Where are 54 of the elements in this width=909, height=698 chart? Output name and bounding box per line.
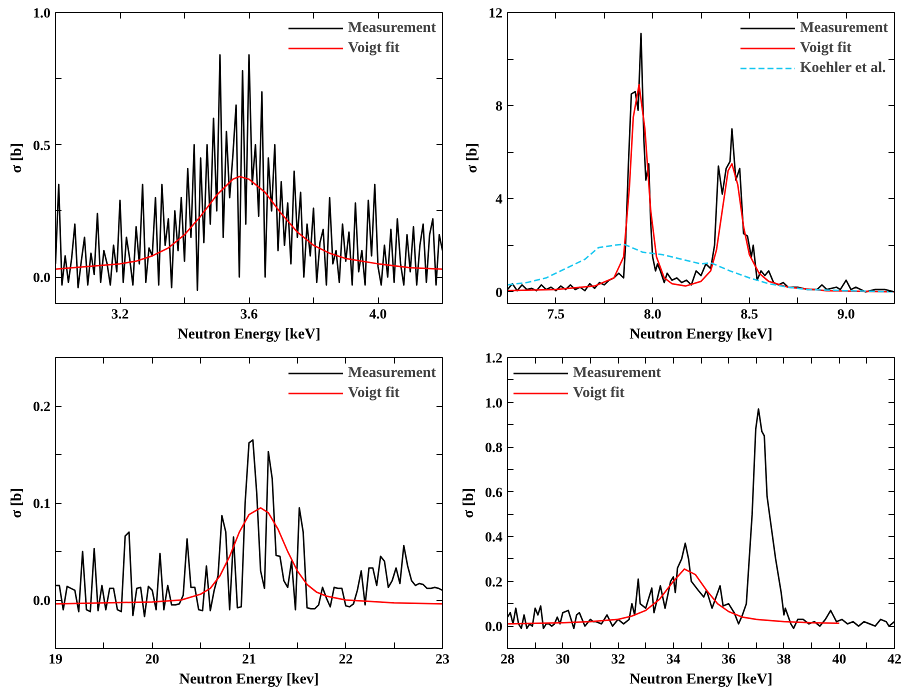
x-tick-label: 9.0 [837, 308, 855, 322]
y-axis-title: σ [b] [464, 142, 480, 174]
x-axis-title: Neutron Energy [keV] [629, 672, 773, 688]
x-axis-title: Neutron Energy [kev] [179, 672, 319, 688]
y-tick-label: 1.0 [33, 6, 50, 22]
y-tick-label: 8 [496, 100, 502, 115]
x-tick-label: 8.5 [740, 308, 758, 322]
y-tick-label: 0.2 [33, 400, 50, 415]
y-tick-label: 0.0 [33, 271, 50, 286]
x-tick-label: 22 [338, 652, 353, 668]
legend-label: Measurement [800, 19, 888, 37]
legend-label: Voigt fit [800, 39, 852, 57]
y-tick-label: 0.1 [33, 497, 50, 512]
y-tick-label: 0.8 [485, 441, 502, 456]
x-axis-title: Neutron Energy [keV] [629, 326, 773, 342]
x-tick-label: 21 [242, 652, 256, 668]
legend-label: Measurement [573, 364, 662, 382]
legend-label: Measurement [348, 364, 436, 382]
y-tick-label: 0.0 [485, 620, 502, 636]
legend-label: Voigt fit [348, 384, 400, 402]
x-tick-label: 32 [611, 652, 626, 668]
x-tick-label: 3.6 [240, 308, 258, 322]
x-tick-label: 4.0 [369, 308, 387, 322]
x-tick-label: 23 [436, 652, 450, 668]
y-tick-label: 4 [496, 192, 502, 208]
x-tick-label: 40 [832, 652, 846, 668]
x-tick-label: 20 [145, 652, 160, 668]
y-tick-label: 1.0 [485, 396, 502, 412]
x-axis-title: Neutron Energy [keV] [177, 326, 321, 342]
y-axis-title: σ [b] [461, 488, 477, 518]
x-tick-label: 36 [722, 652, 736, 668]
y-tick-label: 12 [488, 6, 502, 22]
x-tick-label: 8.0 [644, 308, 662, 322]
y-tick-label: 0.5 [33, 138, 50, 154]
y-axis-title: σ [b] [9, 488, 25, 518]
y-tick-label: 0.0 [33, 594, 50, 609]
x-tick-label: 42 [888, 652, 902, 668]
legend-label: Measurement [348, 19, 436, 37]
legend-label: Voigt fit [573, 384, 625, 402]
legend-label: Voigt fit [348, 39, 400, 57]
y-axis-title: σ [b] [9, 142, 25, 174]
y-tick-label: 0.6 [485, 486, 502, 501]
x-tick-label: 7.5 [547, 308, 565, 322]
x-tick-label: 34 [666, 652, 680, 668]
y-tick-label: 0.4 [485, 530, 502, 546]
y-tick-label: 0 [496, 286, 502, 301]
y-tick-label: 0.2 [485, 575, 502, 590]
x-tick-label: 3.2 [111, 308, 129, 322]
x-tick-label: 28 [500, 652, 514, 668]
x-tick-label: 38 [776, 652, 791, 668]
legend-label: Koehler et al. [800, 59, 886, 77]
x-tick-label: 19 [48, 652, 62, 668]
y-tick-label: 1.2 [485, 352, 502, 366]
x-tick-label: 30 [556, 652, 570, 668]
